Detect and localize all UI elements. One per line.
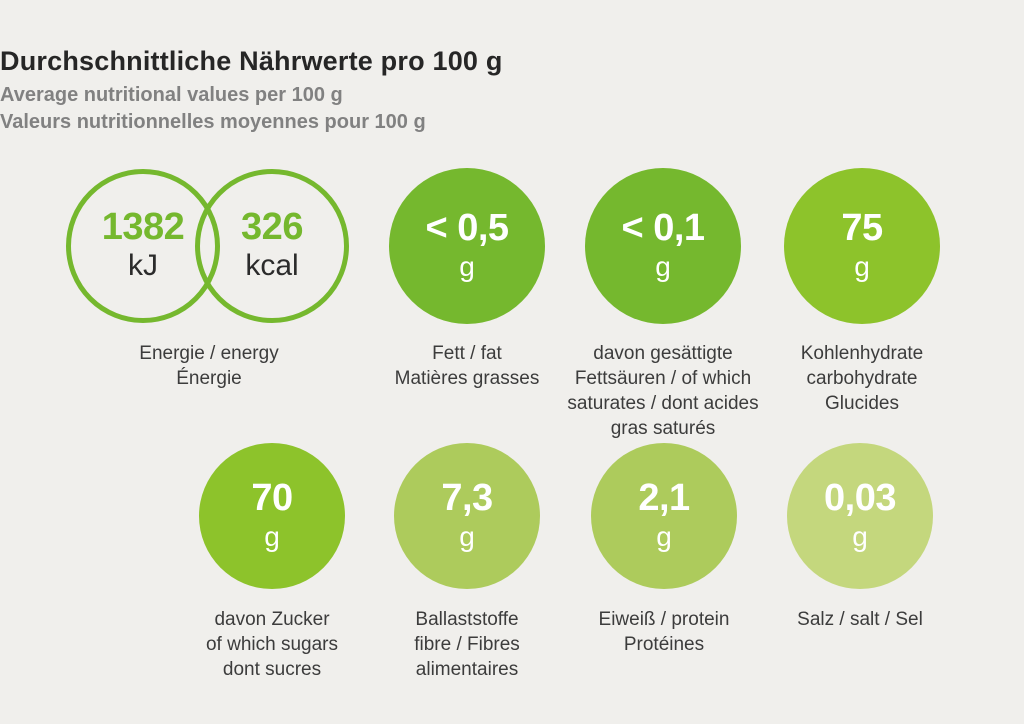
fat-label-line: Fett / fat — [432, 343, 502, 364]
saturates-label: davon gesättigte Fettsäuren / of which s… — [538, 341, 788, 441]
saturates-label-line: Fettsäuren / of which — [574, 368, 752, 389]
saturates-value: < 0,1 — [621, 206, 705, 249]
fibre-label-line: Ballaststoffe — [415, 609, 519, 630]
salt-label-line: Salz / salt / Sel — [797, 609, 923, 630]
fat-unit: g — [459, 250, 475, 282]
saturates-label-line: saturates / dont acides — [567, 393, 759, 414]
carbohydrate-label-line: carbohydrate — [806, 368, 918, 389]
protein-unit: g — [656, 520, 672, 552]
energy-kcal-unit: kcal — [245, 249, 299, 283]
fibre-circle: 7,3 g — [394, 443, 540, 589]
energy-label-line: Energie / energy — [139, 343, 279, 364]
carbohydrate-circle: 75 g — [784, 168, 940, 324]
fat-label: Fett / fat Matières grasses — [342, 341, 592, 391]
sugars-label-line: of which sugars — [205, 634, 338, 655]
energy-label: Energie / energy Énergie — [84, 341, 334, 391]
sugars-label: davon Zucker of which sugars dont sucres — [147, 607, 397, 682]
protein-circle: 2,1 g — [591, 443, 737, 589]
protein-label: Eiweiß / protein Protéines — [539, 607, 789, 657]
protein-label-line: Protéines — [623, 634, 705, 655]
saturates-unit: g — [655, 250, 671, 282]
carbohydrate-label: Kohlenhydrate carbohydrate Glucides — [737, 341, 987, 416]
sugars-circle: 70 g — [199, 443, 345, 589]
energy-kcal-value: 326 — [241, 206, 303, 249]
fibre-label: Ballaststoffe fibre / Fibres alimentaire… — [342, 607, 592, 682]
carbohydrate-value: 75 — [841, 206, 883, 249]
fibre-value: 7,3 — [441, 476, 493, 519]
energy-kcal-circle: 326 kcal — [195, 169, 349, 323]
fibre-unit: g — [459, 520, 475, 552]
sugars-unit: g — [264, 520, 280, 552]
carbohydrate-unit: g — [854, 250, 870, 282]
fibre-label-line: alimentaires — [415, 659, 519, 680]
protein-label-line: Eiweiß / protein — [598, 609, 730, 630]
sugars-value: 70 — [251, 476, 293, 519]
subtitle-english: Average nutritional values per 100 g — [0, 84, 343, 106]
energy-label-line: Énergie — [176, 368, 242, 389]
salt-unit: g — [852, 520, 868, 552]
salt-circle: 0,03 g — [787, 443, 933, 589]
carbohydrate-label-line: Kohlenhydrate — [800, 343, 924, 364]
fat-value: < 0,5 — [425, 206, 509, 249]
sugars-label-line: dont sucres — [222, 659, 322, 680]
sugars-label-line: davon Zucker — [214, 609, 330, 630]
salt-label: Salz / salt / Sel — [735, 607, 985, 632]
fibre-label-line: fibre / Fibres — [414, 634, 520, 655]
protein-value: 2,1 — [638, 476, 690, 519]
salt-value: 0,03 — [824, 476, 896, 519]
saturates-circle: < 0,1 g — [585, 168, 741, 324]
carbohydrate-label-line: Glucides — [825, 393, 899, 414]
subtitle-french: Valeurs nutritionnelles moyennes pour 10… — [0, 111, 426, 133]
energy-kj-value: 1382 — [101, 206, 185, 249]
saturates-label-line: davon gesättigte — [593, 343, 733, 364]
fat-label-line: Matières grasses — [394, 368, 540, 389]
page-title: Durchschnittliche Nährwerte pro 100 g — [0, 46, 503, 76]
fat-circle: < 0,5 g — [389, 168, 545, 324]
energy-kj-unit: kJ — [128, 249, 158, 283]
saturates-label-line: gras saturés — [610, 418, 716, 439]
